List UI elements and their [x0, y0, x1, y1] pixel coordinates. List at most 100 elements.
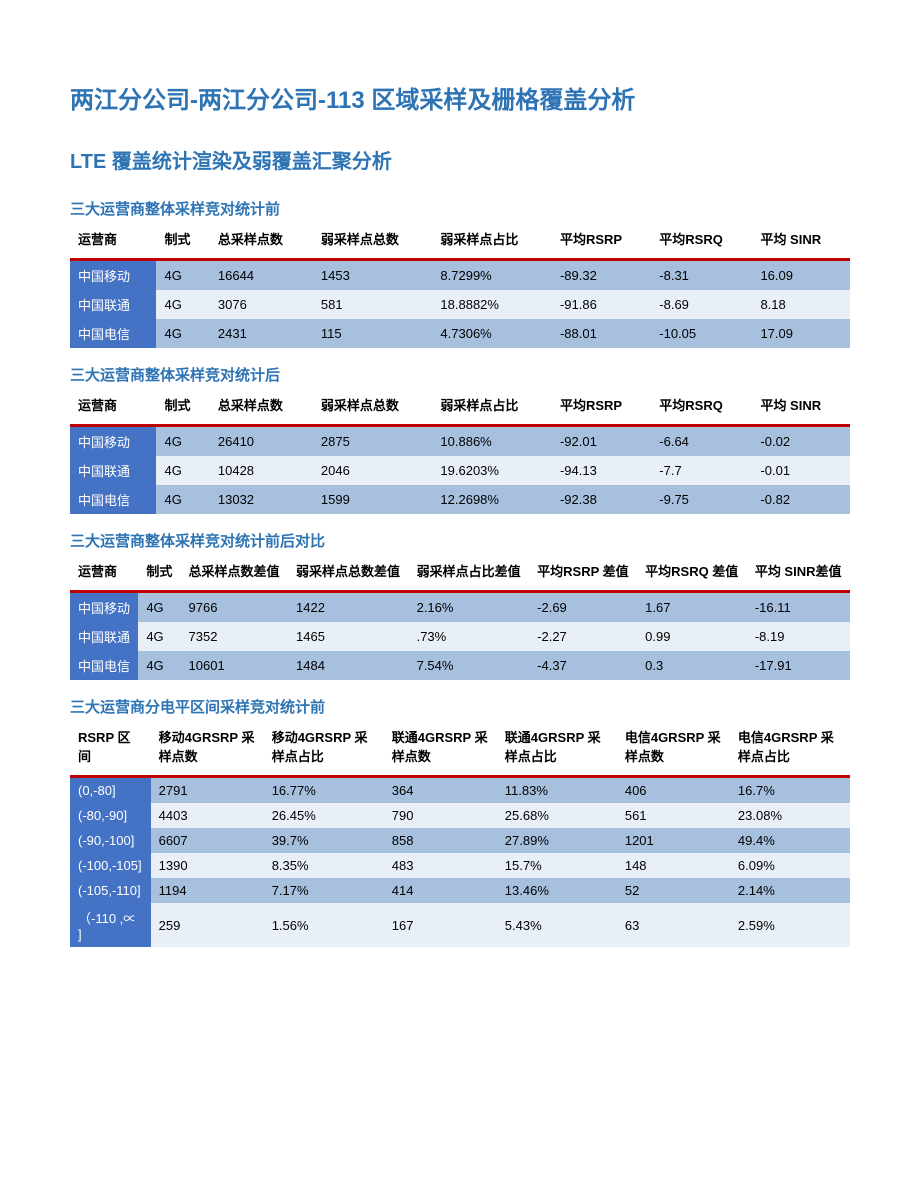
table-cell: -92.38 [552, 485, 651, 514]
column-header: 电信4GRSRP 采样点数 [617, 721, 730, 777]
column-header: 平均 SINR差值 [747, 555, 850, 592]
table-cell: 19.6203% [432, 456, 552, 485]
table-row: (-105,-110]11947.17%41413.46%522.14% [70, 878, 850, 903]
table-cell: 52 [617, 878, 730, 903]
table-cell: -2.27 [529, 622, 637, 651]
table-cell: 483 [384, 853, 497, 878]
table-cell: 6607 [151, 828, 264, 853]
table-cell: 2046 [313, 456, 433, 485]
column-header: 平均RSRQ [651, 223, 752, 260]
table-cell: 4G [156, 456, 209, 485]
table-cell: 0.3 [637, 651, 747, 680]
column-header: 移动4GRSRP 采样点数 [151, 721, 264, 777]
table-cell: 16644 [210, 260, 313, 291]
table-cell: 中国移动 [70, 592, 138, 623]
table-cell: 858 [384, 828, 497, 853]
table-cell: 18.8882% [432, 290, 552, 319]
table-cell: 3076 [210, 290, 313, 319]
table-cell: 12.2698% [432, 485, 552, 514]
table-cell: -8.19 [747, 622, 850, 651]
table-cell: 259 [151, 903, 264, 947]
table-row: 中国联通4G73521465.73%-2.270.99-8.19 [70, 622, 850, 651]
table-cell: 13.46% [497, 878, 617, 903]
table-cell: -8.31 [651, 260, 752, 291]
table-cell: 25.68% [497, 803, 617, 828]
section-title: LTE 覆盖统计渲染及弱覆盖汇聚分析 [70, 145, 850, 174]
table-cell: 2.14% [730, 878, 850, 903]
table-cell: 中国移动 [70, 426, 156, 457]
column-header: 运营商 [70, 223, 156, 260]
table-cell: (-80,-90] [70, 803, 151, 828]
table-cell: 17.09 [752, 319, 850, 348]
table-cell: -92.01 [552, 426, 651, 457]
table-cell: 26410 [210, 426, 313, 457]
table-cell: 4G [156, 426, 209, 457]
table-cell: .73% [409, 622, 530, 651]
table-row: 中国电信4G1060114847.54%-4.370.3-17.91 [70, 651, 850, 680]
table-cell: 1.56% [264, 903, 384, 947]
column-header: 联通4GRSRP 采样点占比 [497, 721, 617, 777]
table-cell: 7352 [181, 622, 289, 651]
table-cell: 中国联通 [70, 456, 156, 485]
table-cell: 中国联通 [70, 290, 156, 319]
table-title-interval: 三大运营商分电平区间采样竞对统计前 [70, 696, 850, 717]
table-cell: 中国电信 [70, 651, 138, 680]
table-row: (0,-80]279116.77%36411.83%40616.7% [70, 777, 850, 804]
table-cell: 561 [617, 803, 730, 828]
table-row: 中国电信4G24311154.7306%-88.01-10.0517.09 [70, 319, 850, 348]
table-cell: -2.69 [529, 592, 637, 623]
table-diff: 运营商制式总采样点数差值弱采样点总数差值弱采样点占比差值平均RSRP 差值平均R… [70, 555, 850, 680]
table-cell: -9.75 [651, 485, 752, 514]
table-cell: 15.7% [497, 853, 617, 878]
column-header: 平均RSRP [552, 389, 651, 426]
table-cell: 49.4% [730, 828, 850, 853]
page-title: 两江分公司-两江分公司-113 区域采样及栅格覆盖分析 [70, 80, 850, 115]
table-cell: -10.05 [651, 319, 752, 348]
column-header: 弱采样点占比 [432, 223, 552, 260]
table-cell: 13032 [210, 485, 313, 514]
table-cell: -0.82 [752, 485, 850, 514]
table-cell: 26.45% [264, 803, 384, 828]
table-cell: 4.7306% [432, 319, 552, 348]
table-after: 运营商制式总采样点数弱采样点总数弱采样点占比平均RSRP平均RSRQ平均 SIN… [70, 389, 850, 514]
table-title-after: 三大运营商整体采样竞对统计后 [70, 364, 850, 385]
table-cell: 1194 [151, 878, 264, 903]
table-cell: 4G [156, 485, 209, 514]
table-cell: 9766 [181, 592, 289, 623]
table-cell: 6.09% [730, 853, 850, 878]
column-header: 平均RSRQ 差值 [637, 555, 747, 592]
table-cell: 2.16% [409, 592, 530, 623]
table-cell: 27.89% [497, 828, 617, 853]
table-cell: 中国电信 [70, 485, 156, 514]
table-cell: -4.37 [529, 651, 637, 680]
table-cell: 8.35% [264, 853, 384, 878]
column-header: 制式 [156, 389, 209, 426]
table-row: (-80,-90]440326.45%79025.68%56123.08% [70, 803, 850, 828]
column-header: 运营商 [70, 389, 156, 426]
table-row: 中国移动4G1664414538.7299%-89.32-8.3116.09 [70, 260, 850, 291]
table-cell: 364 [384, 777, 497, 804]
table-cell: 790 [384, 803, 497, 828]
table-cell: 1422 [288, 592, 409, 623]
column-header: 联通4GRSRP 采样点数 [384, 721, 497, 777]
column-header: 制式 [138, 555, 180, 592]
table-cell: 7.54% [409, 651, 530, 680]
table-cell: 1390 [151, 853, 264, 878]
column-header: 弱采样点总数 [313, 389, 433, 426]
table-cell: 中国联通 [70, 622, 138, 651]
table-cell: （-110 ,∝ ] [70, 903, 151, 947]
column-header: 总采样点数 [210, 223, 313, 260]
column-header: 总采样点数 [210, 389, 313, 426]
table-cell: 10428 [210, 456, 313, 485]
table-header-row: 运营商制式总采样点数差值弱采样点总数差值弱采样点占比差值平均RSRP 差值平均R… [70, 555, 850, 592]
table-cell: 1465 [288, 622, 409, 651]
table-cell: 7.17% [264, 878, 384, 903]
column-header: 弱采样点总数 [313, 223, 433, 260]
table-cell: 115 [313, 319, 433, 348]
table-interval: RSRP 区间移动4GRSRP 采样点数移动4GRSRP 采样点占比联通4GRS… [70, 721, 850, 947]
table-cell: (-105,-110] [70, 878, 151, 903]
column-header: 运营商 [70, 555, 138, 592]
table-cell: 23.08% [730, 803, 850, 828]
table-row: 中国移动4G976614222.16%-2.691.67-16.11 [70, 592, 850, 623]
table-cell: 10601 [181, 651, 289, 680]
